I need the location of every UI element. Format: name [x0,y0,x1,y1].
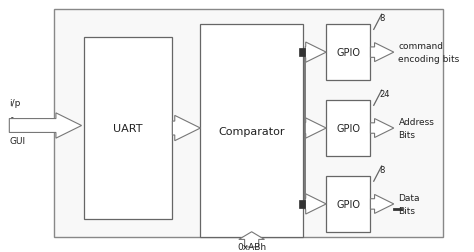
Polygon shape [173,116,201,141]
Text: 8: 8 [380,14,385,23]
Bar [326,176,371,232]
Polygon shape [371,43,394,62]
Bar [201,25,303,237]
Bar [299,49,305,57]
Polygon shape [305,43,326,63]
Text: 24: 24 [380,90,390,99]
Text: GPIO: GPIO [337,199,360,209]
Text: UART: UART [113,123,143,134]
Bar [299,200,305,208]
Polygon shape [305,194,326,214]
Text: encoding bits: encoding bits [399,55,460,64]
Text: Comparator: Comparator [219,126,285,136]
Text: GUI: GUI [9,137,26,146]
Polygon shape [371,195,394,214]
Polygon shape [239,232,264,247]
Text: GPIO: GPIO [337,48,360,58]
Bar [84,38,173,219]
Polygon shape [9,113,82,139]
Text: 0xABh: 0xABh [237,242,266,251]
Polygon shape [371,119,394,138]
Bar [326,25,371,81]
Bar [54,10,443,237]
Text: Bits: Bits [399,206,415,215]
Text: Bits: Bits [399,130,415,139]
Bar [326,101,371,156]
Text: from: from [9,116,30,125]
Text: command: command [399,42,444,51]
Text: Data: Data [399,193,420,202]
Text: Address: Address [399,118,434,127]
Polygon shape [305,118,326,139]
Text: 8: 8 [380,166,385,175]
Text: GPIO: GPIO [337,123,360,134]
Text: i/p: i/p [9,99,21,108]
